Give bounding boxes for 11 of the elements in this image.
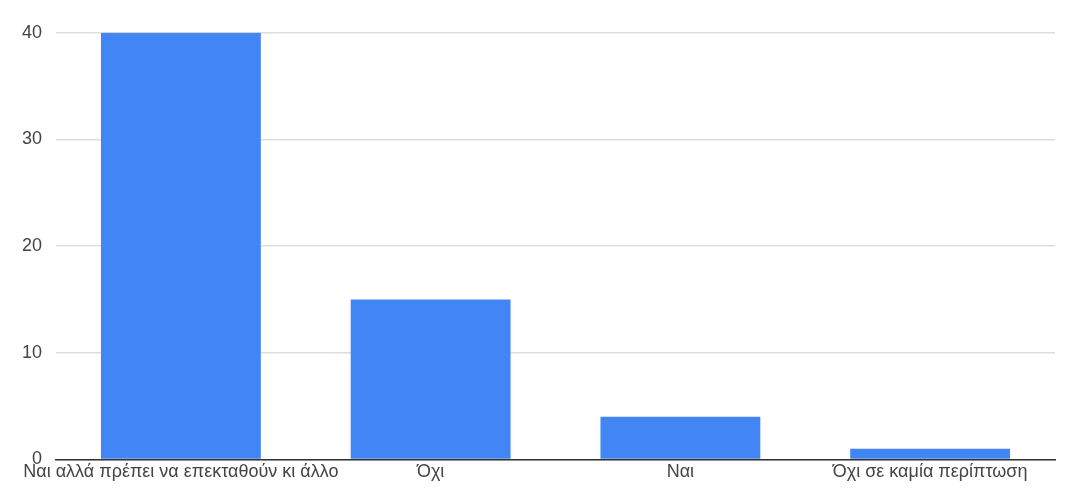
bar [100,32,261,459]
x-tick-label: Ναι [666,461,695,482]
bar [600,416,761,459]
y-tick-label: 40 [21,21,43,42]
y-tick-label: 20 [21,235,43,256]
bar [850,448,1011,459]
x-tick-label: Όχι σε καμία περίπτωση [831,461,1028,482]
x-tick-label: Όχι [415,461,445,482]
y-tick-label: 10 [21,341,43,362]
bar [350,299,511,459]
y-tick-label: 30 [21,128,43,149]
